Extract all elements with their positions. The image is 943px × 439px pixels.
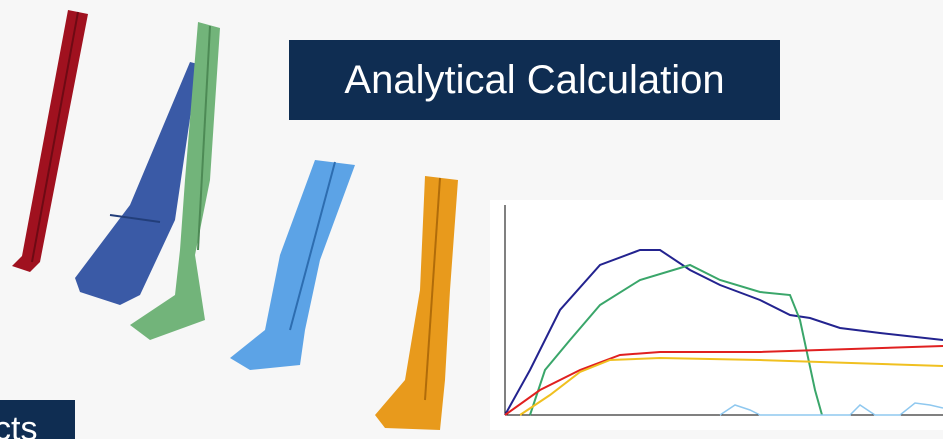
side-box: cts (0, 400, 75, 439)
slide: {"header": {"title": "Analytical Calcula… (0, 0, 943, 439)
red-column-edge (32, 12, 78, 262)
side-label: cts (0, 410, 37, 439)
red-column (12, 10, 88, 272)
light-blue-column (230, 160, 355, 370)
title-box: Analytical Calculation (289, 40, 780, 120)
orange-column (375, 176, 458, 430)
title: Analytical Calculation (344, 58, 724, 103)
